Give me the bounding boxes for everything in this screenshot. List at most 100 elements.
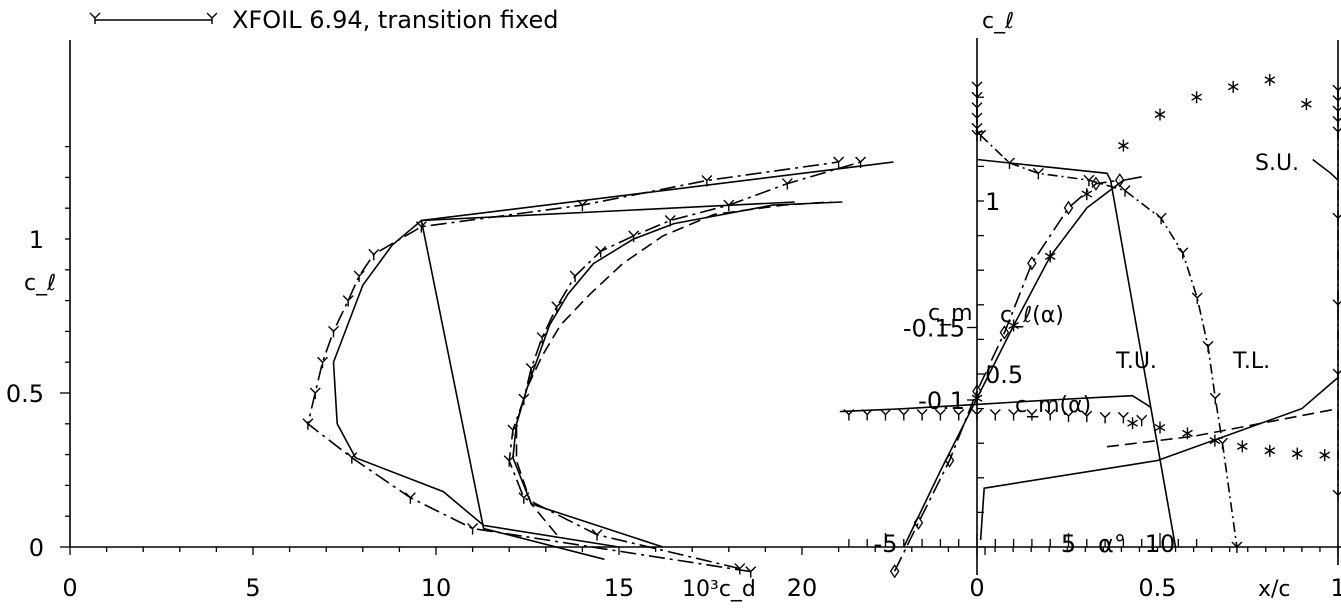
legend-label: XFOIL 6.94, transition fixed	[232, 6, 558, 34]
transition-panel: 0 0.5 1 x/c T.U. T.L. S.U.	[969, 40, 1341, 602]
alpha-star-marker	[1236, 440, 1248, 453]
alpha-star-marker	[1191, 91, 1202, 104]
xc-point-marker	[1202, 340, 1214, 353]
xc-point-marker	[1083, 174, 1095, 187]
drag-point-marker	[551, 301, 563, 313]
alpha-cm-marker	[880, 409, 891, 421]
drag-x-tick-label: 5	[245, 574, 260, 602]
drag-point-marker	[723, 199, 735, 212]
drag-series-line-1	[307, 161, 839, 573]
drag-point-marker	[833, 156, 845, 168]
alpha-cm-marker	[1008, 409, 1020, 421]
alpha-star-marker	[1118, 139, 1129, 152]
alpha-cm-marker	[1026, 409, 1038, 421]
alpha-panel: -5 5 10 0.51 -0.1-0.15 α° c_ℓ c_m c_ℓ(α) c…	[839, 9, 1331, 579]
alpha-cm-marker	[989, 409, 1001, 421]
xc-series-line-2	[979, 376, 1339, 541]
drag-point-marker	[518, 492, 530, 504]
xc-point-marker	[1332, 115, 1341, 128]
drag-x-tick-label: 10	[421, 574, 452, 602]
drag-point-marker	[309, 387, 321, 399]
alpha-star-marker	[1044, 250, 1056, 263]
alpha-cm-marker	[1117, 411, 1129, 424]
alpha-y-ticks: 0.51	[977, 96, 1023, 548]
cm-alpha-label: c_m(α)	[1015, 393, 1091, 418]
drag-point-marker	[404, 492, 416, 504]
drag-polar-panel: 0 5 10 15 20 00.51 10³c_d c_ℓ	[6, 40, 1341, 602]
drag-point-marker	[342, 295, 354, 307]
alpha-point-marker	[944, 453, 955, 468]
tri-down-marker-icon	[206, 12, 218, 24]
alpha-point-marker	[999, 325, 1010, 340]
alpha-star-marker	[1154, 108, 1166, 121]
drag-point-marker	[302, 418, 314, 430]
alpha-cm-marker	[1136, 414, 1148, 427]
xc-x-label: x/c	[1258, 577, 1291, 602]
drag-x-tick-label: 20	[787, 574, 818, 602]
xc-point-marker	[1332, 84, 1341, 97]
drag-point-marker	[591, 529, 603, 541]
xc-x-tick-label: 0	[969, 574, 984, 602]
alpha-x-tick-label: 10	[1145, 530, 1176, 558]
xc-point-marker	[971, 102, 983, 114]
xc-x-tick-label: 1	[1330, 574, 1341, 602]
xc-point-marker	[1332, 212, 1341, 225]
drag-series-line-2	[420, 161, 894, 561]
xc-point-marker	[1032, 167, 1044, 180]
tri-down-marker-icon	[89, 12, 101, 24]
alpha-x-tick-label: 5	[1061, 530, 1076, 558]
alpha-cm-marker	[1044, 409, 1056, 421]
alpha-cm-marker	[843, 409, 855, 421]
drag-point-marker	[569, 270, 581, 282]
xc-series-group	[971, 81, 1341, 553]
xc-series-line-4	[1312, 158, 1339, 181]
alpha-star-marker	[1154, 421, 1166, 434]
xc-point-marker	[971, 122, 983, 135]
xc-point-marker	[1231, 541, 1243, 553]
xc-point-marker	[1155, 212, 1167, 225]
drag-point-marker	[317, 356, 329, 369]
drag-point-marker	[664, 215, 676, 227]
drag-point-marker	[734, 563, 746, 575]
xc-point-marker	[1332, 126, 1341, 138]
alpha-star-marker	[971, 392, 983, 405]
alpha-point-marker	[1027, 256, 1037, 271]
alpha-y-label: c_ℓ	[982, 9, 1014, 34]
alpha-star-marker	[1264, 444, 1276, 457]
cl-alpha-label: c_ℓ(α)	[1000, 303, 1064, 328]
xc-x-ticks: 0 0.5 1	[969, 547, 1341, 602]
alpha-cm-marker	[934, 409, 946, 421]
alpha-point-marker	[1063, 200, 1074, 216]
alpha-star-marker	[1227, 80, 1239, 93]
drag-point-marker	[328, 325, 340, 338]
alpha-series-group	[839, 73, 1331, 579]
xc-point-marker	[1119, 185, 1131, 197]
alpha-x-ticks: -5 5 10	[848, 530, 1198, 558]
xc-point-marker	[1209, 392, 1221, 405]
alpha-cm-ticks: -0.1-0.15	[903, 315, 977, 415]
alpha-x-label: α°	[1098, 530, 1126, 558]
xc-point-marker	[1177, 247, 1189, 259]
alpha-star-marker	[1127, 417, 1138, 430]
xc-point-marker	[1003, 157, 1015, 169]
xc-point-marker	[1332, 489, 1341, 502]
drag-y-tick-label: 0	[29, 534, 44, 562]
xc-point-marker	[1332, 299, 1341, 311]
xc-point-marker	[971, 112, 983, 124]
xc-point-marker	[971, 81, 983, 93]
drag-series-line-4	[508, 161, 861, 570]
alpha-cm-marker	[898, 409, 910, 421]
alpha-series-line-3	[839, 394, 1152, 413]
drag-point-marker	[525, 362, 537, 375]
alpha-star-marker	[1264, 73, 1276, 86]
drag-point-marker	[855, 156, 867, 168]
tri-down-marker-icon	[89, 12, 218, 24]
alpha-cm-marker	[861, 409, 873, 421]
alpha-y-tick-label: 0.5	[985, 361, 1023, 389]
xc-series-line-1	[980, 134, 1238, 548]
alpha-y-tick-label: 1	[985, 188, 1000, 216]
alpha-star-marker	[1291, 447, 1303, 460]
drag-y-tick-label: 1	[29, 226, 44, 254]
drag-point-marker	[781, 178, 793, 190]
drag-point-marker	[467, 523, 479, 535]
